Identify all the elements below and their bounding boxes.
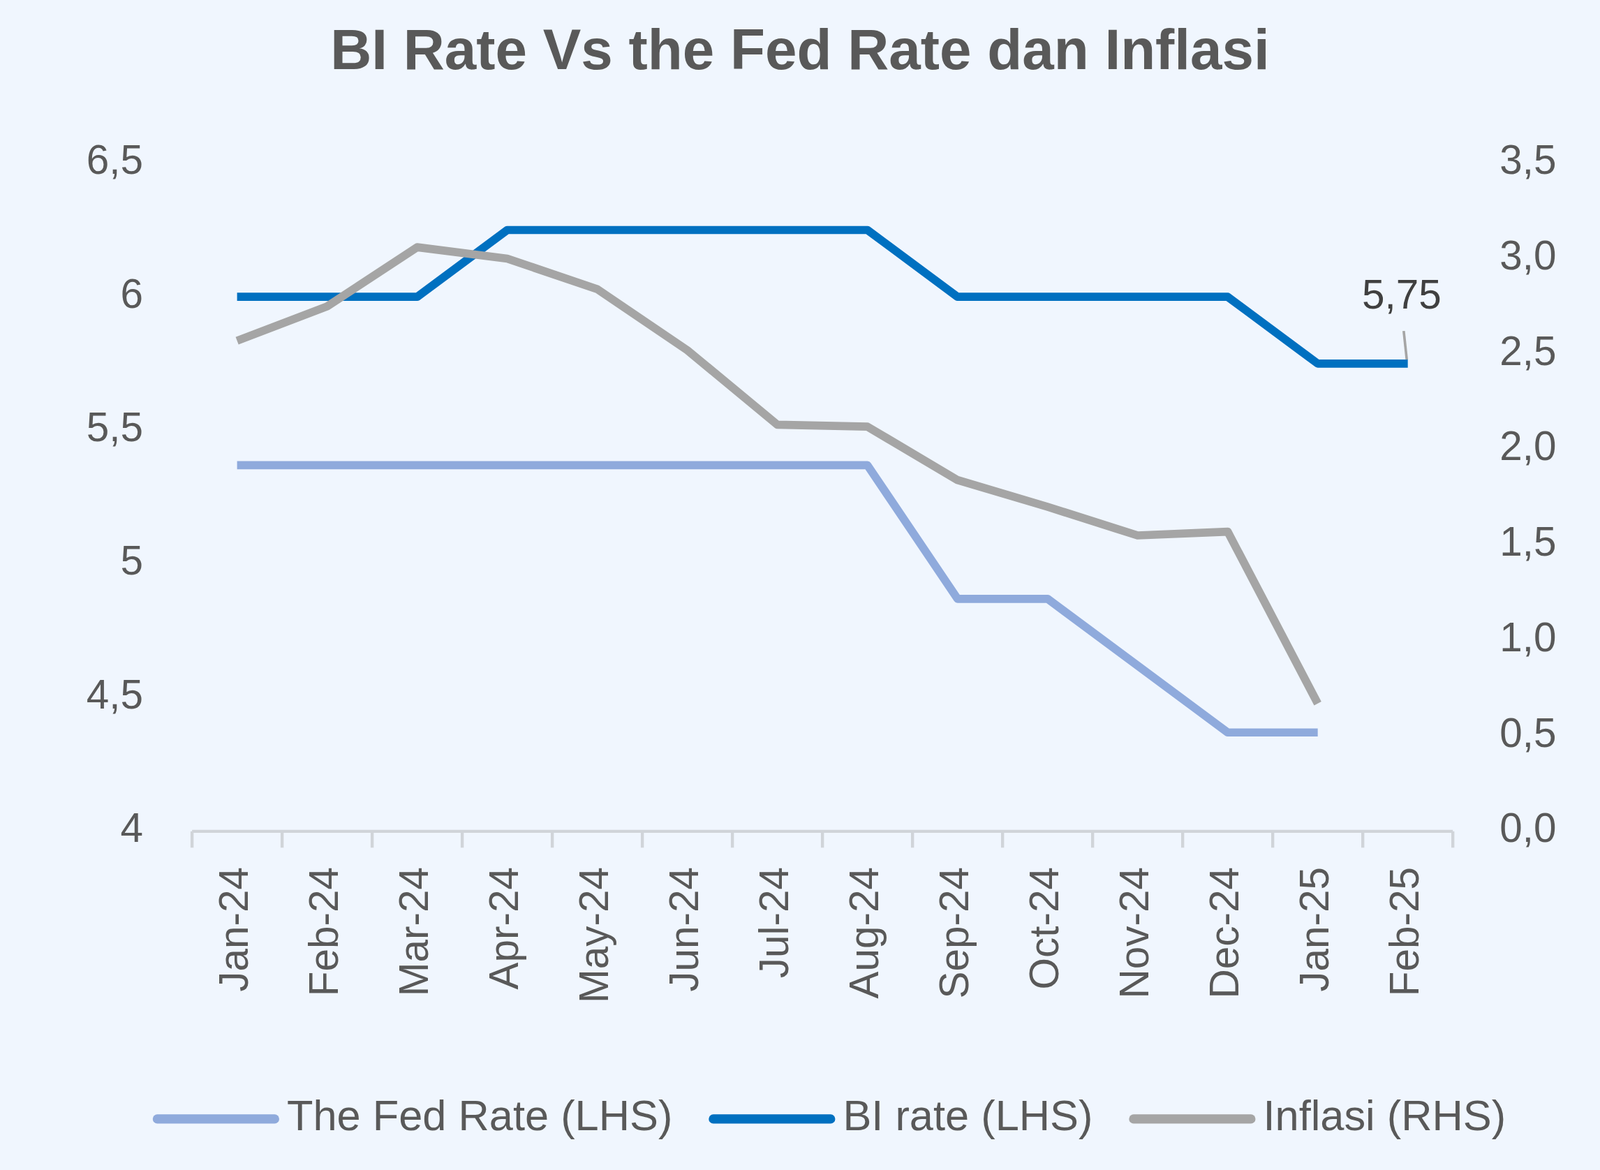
y-tick-label: 5 [120,537,144,583]
x-tick [1451,831,1455,848]
legend-swatch [1133,1114,1251,1124]
y-tick-label: 4 [120,804,144,851]
series-line [237,464,1318,733]
chart-svg: BI Rate Vs the Fed Rate dan Inflasi 4 4,5 5… [0,0,1600,1170]
x-tick [1001,831,1004,848]
x-tick [820,831,824,848]
x-tick [280,831,284,848]
x-tick [1091,831,1094,848]
legend-label: The Fed Rate (LHS) [286,1091,673,1140]
plot-area [237,230,1409,733]
x-tick [460,831,464,848]
legend-label: Inflasi (RHS) [1262,1091,1506,1140]
legend-label: BI rate (LHS) [842,1091,1093,1140]
y-tick-label: 6 [120,270,144,317]
y2-tick-label: 1,5 [1499,518,1557,565]
x-tick-label: Jul-24 [751,867,797,979]
x-tick [550,831,554,848]
x-tick [190,831,194,848]
chart-container: BI Rate Vs the Fed Rate dan Inflasi 4 4,5 5… [0,0,1600,1170]
legend: The Fed Rate (LHS) BI rate (LHS) Inflasi (… [157,1091,1506,1140]
y2-tick-label: 3,0 [1499,232,1557,278]
data-label: 5,75 [1361,271,1442,317]
y2-tick-label: 2,0 [1499,423,1557,469]
x-tick [1181,831,1184,848]
x-tick [730,831,734,848]
y2-tick-label: 1,0 [1499,614,1557,660]
x-tick [1361,831,1365,848]
y2-tick-label: 0,5 [1499,709,1557,756]
x-tick-label: Apr-24 [480,867,527,990]
y2-tick-label: 2,5 [1499,328,1557,374]
x-tick-label: Mar-24 [390,867,437,997]
x-tick-label: Aug-24 [841,867,887,999]
x-tick-label: Feb-25 [1381,867,1427,997]
x-tick-label: Dec-24 [1201,867,1247,999]
x-tick-label: Oct-24 [1021,867,1067,990]
x-tick-label: May-24 [571,867,617,1004]
y2-tick-label: 0,0 [1499,804,1557,851]
x-tick-label: Jan-24 [210,867,257,992]
chart-title: BI Rate Vs the Fed Rate dan Inflasi [330,17,1270,81]
x-tick-label: Sep-24 [931,867,977,999]
x-tick-label: Jun-24 [661,867,707,992]
x-tick [370,831,374,848]
x-tick-label: Nov-24 [1111,867,1157,999]
background [0,0,1600,1170]
label-leader [1403,330,1407,360]
y-tick-label: 4,5 [86,671,144,717]
series-line [237,247,1318,704]
x-tick [910,831,914,848]
legend-swatch [713,1114,831,1124]
y2-tick-label: 3,5 [1499,136,1557,183]
x-tick-label: Feb-24 [300,867,347,997]
legend-swatch [157,1114,275,1124]
y-tick-label: 5,5 [86,404,144,450]
x-tick [640,831,644,848]
x-tick-label: Jan-25 [1291,867,1337,992]
y-tick-label: 6,5 [86,136,144,183]
x-tick [1271,831,1274,848]
